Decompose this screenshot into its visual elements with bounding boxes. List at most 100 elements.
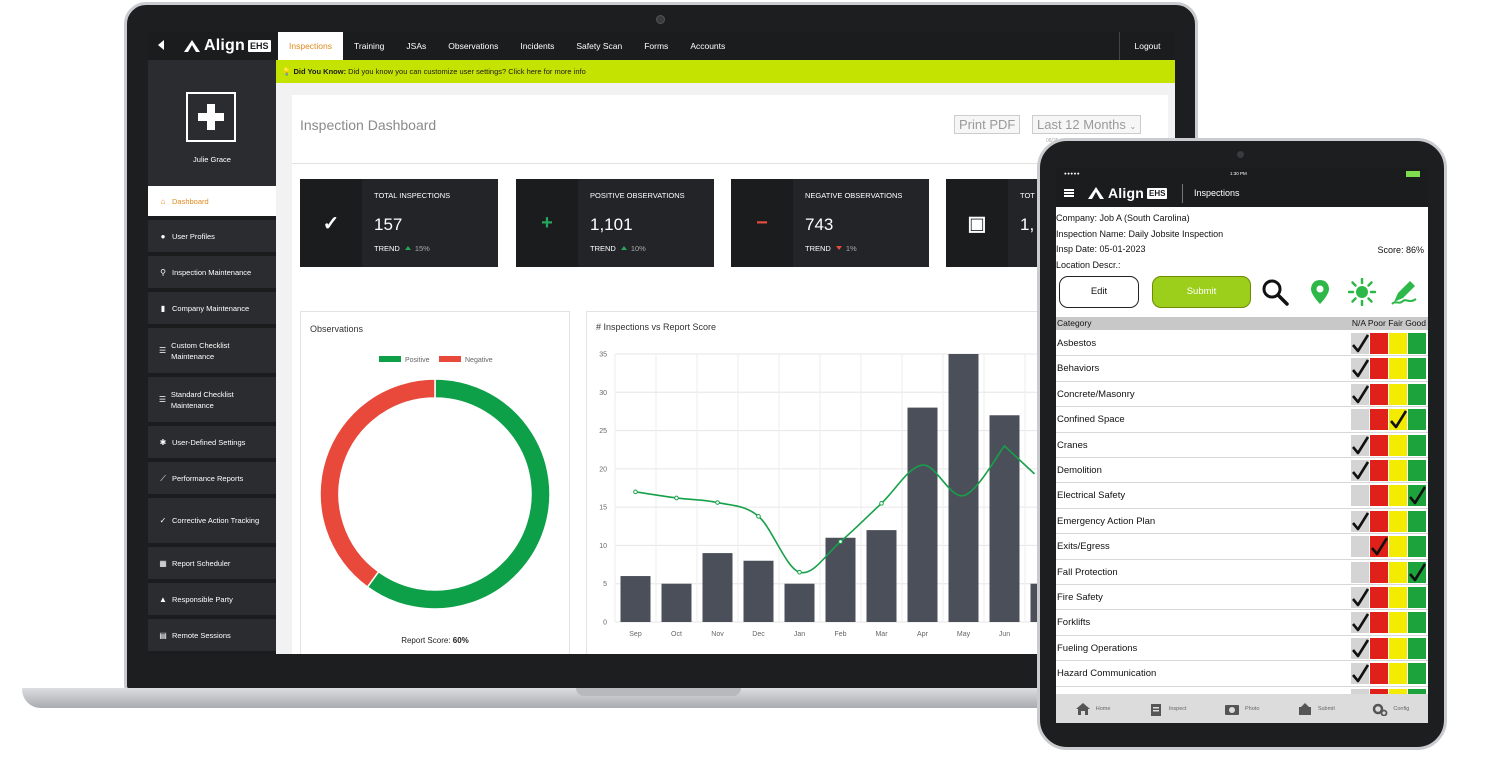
footer-home[interactable]: Home [1075,702,1110,716]
line-point[interactable] [838,539,843,544]
hamburger-menu-icon[interactable] [1064,189,1074,197]
sidebar-item-standard-checklist-maintenance[interactable]: ☰ Standard Checklist Maintenance [148,377,276,422]
rating-poor-cell[interactable] [1370,485,1388,507]
rating-poor-cell[interactable] [1370,510,1388,532]
bar-sep[interactable] [620,576,651,622]
submit-button[interactable]: Submit [1152,276,1251,308]
bar-nov[interactable] [702,553,733,622]
tab-forms[interactable]: Forms [644,41,669,51]
did-you-know-banner[interactable]: 💡 Did You Know: Did you know you can cus… [276,60,1175,83]
rating-good-cell[interactable] [1408,663,1426,685]
line-point[interactable] [879,501,884,506]
print-pdf-button[interactable]: Print PDF [954,115,1021,134]
tab-incidents[interactable]: Incidents [520,41,555,51]
rating-na-cell[interactable] [1351,536,1369,558]
rating-good-cell[interactable] [1408,485,1426,507]
app-logo[interactable]: Align EHS [184,37,271,55]
bar-mar[interactable] [866,530,897,622]
rating-poor-cell[interactable] [1370,460,1388,481]
rating-poor-cell[interactable] [1370,561,1388,583]
bar-jun[interactable] [989,415,1020,622]
tab-jsas[interactable]: JSAs [406,41,427,51]
sidebar-item-user-profiles[interactable]: ● User Profiles [148,220,276,252]
tab-inspections[interactable]: Inspections [278,32,343,60]
footer-submit[interactable]: Submit [1297,702,1335,716]
stat-card[interactable]: + POSITIVE OBSERVATIONS 1,101 TREND 10% [516,179,714,267]
bar-apr[interactable] [907,407,938,622]
search-icon[interactable] [1261,278,1289,306]
rating-poor-cell[interactable] [1370,612,1388,634]
sun-icon[interactable] [1348,278,1376,306]
back-arrow-icon[interactable] [158,40,164,50]
footer-config[interactable]: Config [1372,702,1409,716]
rating-na-cell[interactable] [1351,587,1369,608]
sidebar-item-remote-sessions[interactable]: ▤ Remote Sessions [148,619,276,651]
rating-good-cell[interactable] [1408,434,1426,456]
sidebar-item-performance-reports[interactable]: ⟋ Performance Reports [148,462,276,494]
rating-na-cell[interactable] [1351,612,1369,634]
line-point[interactable] [715,500,720,505]
rating-fair-cell[interactable] [1389,333,1407,354]
rating-fair-cell[interactable] [1389,587,1407,608]
rating-na-cell[interactable] [1351,434,1369,456]
stat-card[interactable]: − NEGATIVE OBSERVATIONS 743 TREND 1% [731,179,929,267]
rating-poor-cell[interactable] [1370,358,1388,380]
bar-jan[interactable] [784,583,815,622]
rating-good-cell[interactable] [1408,510,1426,532]
logout-button[interactable]: Logout [1119,32,1175,60]
sidebar-item-inspection-maintenance[interactable]: ⚲ Inspection Maintenance [148,256,276,288]
rating-fair-cell[interactable] [1389,510,1407,532]
location-pin-icon[interactable] [1306,278,1334,306]
rating-good-cell[interactable] [1408,383,1426,405]
bar-dec[interactable] [743,560,774,622]
sidebar-item-dashboard[interactable]: ⌂ Dashboard [148,186,276,216]
rating-good-cell[interactable] [1408,333,1426,354]
tab-observations[interactable]: Observations [448,41,499,51]
line-point[interactable] [633,489,638,495]
rating-fair-cell[interactable] [1389,460,1407,481]
sidebar-item-company-maintenance[interactable]: ▮ Company Maintenance [148,292,276,324]
donut-slice-negative[interactable] [319,378,436,589]
tab-accounts[interactable]: Accounts [690,41,726,51]
rating-na-cell[interactable] [1351,460,1369,481]
stat-card[interactable]: ✓ TOTAL INSPECTIONS 157 TREND 15% [300,179,498,267]
rating-na-cell[interactable] [1351,333,1369,354]
footer-photo[interactable]: Photo [1224,702,1259,716]
rating-poor-cell[interactable] [1370,637,1388,659]
rating-poor-cell[interactable] [1370,587,1388,608]
rating-fair-cell[interactable] [1389,434,1407,456]
tab-training[interactable]: Training [354,41,385,51]
bar-feb[interactable] [825,537,856,622]
rating-na-cell[interactable] [1351,510,1369,532]
rating-poor-cell[interactable] [1370,536,1388,558]
first-aid-cross-icon[interactable] [186,92,236,142]
line-point[interactable] [797,569,802,575]
rating-poor-cell[interactable] [1370,434,1388,456]
rating-good-cell[interactable] [1408,358,1426,380]
rating-good-cell[interactable] [1408,460,1426,481]
rating-good-cell[interactable] [1408,561,1426,583]
edit-button[interactable]: Edit [1059,276,1139,308]
sidebar-item-corrective-action-tracking[interactable]: ✓ Corrective Action Tracking [148,498,276,543]
rating-poor-cell[interactable] [1370,409,1388,431]
rating-poor-cell[interactable] [1370,333,1388,354]
rating-poor-cell[interactable] [1370,663,1388,685]
sidebar-item-user-defined-settings[interactable]: ✱ User-Defined Settings [148,426,276,458]
rating-fair-cell[interactable] [1389,485,1407,507]
signature-icon[interactable] [1390,278,1418,306]
sidebar-item-custom-checklist-maintenance[interactable]: ☰ Custom Checklist Maintenance [148,328,276,373]
rating-fair-cell[interactable] [1389,536,1407,558]
rating-fair-cell[interactable] [1389,561,1407,583]
rating-fair-cell[interactable] [1389,612,1407,634]
rating-na-cell[interactable] [1351,358,1369,380]
rating-fair-cell[interactable] [1389,409,1407,431]
rating-good-cell[interactable] [1408,612,1426,634]
rating-good-cell[interactable] [1408,536,1426,558]
line-point[interactable] [674,495,679,501]
rating-good-cell[interactable] [1408,637,1426,659]
rating-fair-cell[interactable] [1389,663,1407,685]
rating-fair-cell[interactable] [1389,637,1407,659]
rating-good-cell[interactable] [1408,409,1426,431]
rating-na-cell[interactable] [1351,409,1369,431]
rating-fair-cell[interactable] [1389,383,1407,405]
